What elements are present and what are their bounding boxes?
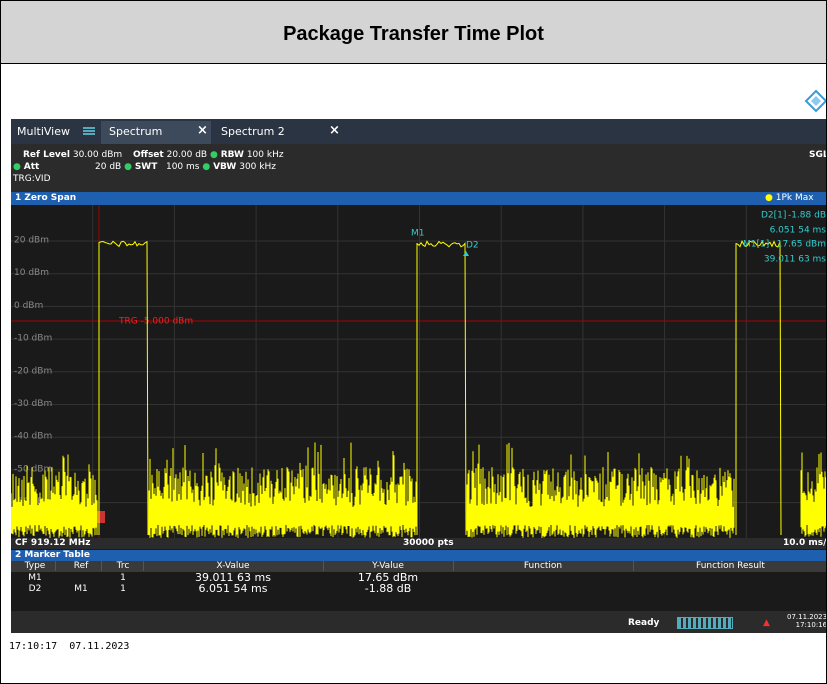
logo: [804, 89, 826, 113]
value: 30.00 dBm: [72, 150, 123, 160]
marker-readout: -1.88 dB: [788, 211, 826, 221]
column-header: Trc: [103, 561, 144, 571]
date: 07.11.2023: [787, 613, 827, 621]
points: 30000 pts: [403, 538, 454, 548]
marker-readout: 39.011 63 ms: [764, 255, 826, 265]
sweep-mode: SGL: [809, 150, 827, 160]
trigger-label: TRG -5.000 dBm: [118, 317, 193, 327]
value: 300 kHz: [239, 162, 276, 172]
window-name: 1 Zero Span: [15, 193, 77, 203]
status-datetime: 07.11.2023 17:10:16: [787, 613, 827, 629]
y-tick-label: 10 dBm: [14, 268, 49, 278]
document-title: Package Transfer Time Plot: [1, 1, 826, 64]
marker: [463, 251, 469, 256]
value: 100 ms: [165, 162, 200, 172]
value: 20 dB: [95, 162, 122, 172]
tab[interactable]: Spectrum: [109, 125, 163, 138]
trace: [11, 239, 826, 538]
column-header: Function: [453, 561, 634, 571]
close-icon[interactable]: ×: [329, 123, 340, 138]
marker-label: M1: [411, 229, 425, 239]
marker-label: D2: [466, 241, 479, 251]
header-row: [11, 561, 826, 572]
table-cell: 1: [120, 573, 126, 583]
column-header: Type: [15, 561, 56, 571]
tab[interactable]: Spectrum 2: [221, 125, 285, 138]
label: Offset: [133, 150, 164, 160]
status-bar: [11, 611, 826, 633]
table-cell: 1: [120, 584, 126, 594]
y-tick-label: -30 dBm: [14, 399, 52, 409]
table-cell: M1: [28, 573, 42, 583]
label: RBW: [220, 150, 244, 160]
marker-readout: M1[1]: [743, 240, 769, 250]
table-cell: 6.051 54 ms: [198, 582, 268, 595]
column-header: X-Value: [143, 561, 324, 571]
window-bar: [11, 192, 826, 205]
settings-panel: [11, 144, 826, 192]
column-header: Function Result: [633, 561, 826, 571]
span: 10.0 ms/: [783, 538, 827, 548]
tab[interactable]: MultiView: [17, 125, 70, 138]
warning-icon: ▲: [763, 618, 770, 628]
plot: 20 dBm 10 dBm 0 dBm -10 dBm -20 dBm -30 dBm -4…: [11, 205, 827, 538]
y-tick-label: -10 dBm: [14, 334, 52, 344]
table-title: 2 Marker Table: [15, 550, 90, 560]
y-tick-label: 0 dBm: [14, 301, 43, 311]
table-cell: D2: [28, 584, 42, 594]
y-tick-label: 20 dBm: [14, 236, 49, 246]
marker-readout: 6.051 54 ms: [770, 226, 827, 236]
label: Ref Level: [23, 150, 70, 160]
analyzer-screen: MultiView Spectrum × Spectrum 2 × Ref Le…: [11, 119, 827, 633]
trigger-setting: TRG:VID: [13, 174, 51, 184]
center-frequency: CF 919.12 MHz: [15, 538, 91, 548]
table-cell: 39.011 63 ms: [195, 571, 271, 584]
plot-footer: [11, 538, 826, 549]
y-tick-label: -50 dBm: [14, 464, 52, 474]
timestamp: 17:10:17 07.11.2023: [9, 641, 130, 652]
label: VBW: [213, 162, 237, 172]
marker-readout: D2[1]: [761, 211, 786, 221]
table-cell: -1.88 dB: [364, 582, 412, 595]
y-tick-label: -20 dBm: [14, 366, 52, 376]
time: 17:10:16: [795, 621, 827, 629]
status: Ready: [628, 618, 660, 628]
close-icon[interactable]: ×: [197, 123, 208, 138]
column-header: Y-Value: [323, 561, 454, 571]
value: 20.00 dB: [166, 150, 208, 160]
column-header: Ref: [61, 561, 102, 571]
marker-readout: 17.65 dBm: [777, 240, 826, 250]
progress: [677, 617, 733, 629]
trace-label: 1Pk Max: [775, 193, 814, 203]
icon: [83, 127, 95, 135]
active-tab[interactable]: [101, 121, 211, 144]
marker-table: Type Ref Trc X-Value Y-Value Function Function…: [11, 561, 826, 611]
label: Att: [23, 162, 40, 172]
table-cell: M1: [74, 584, 88, 594]
value: 100 kHz: [246, 150, 284, 160]
y-tick-label: -40 dBm: [14, 432, 52, 442]
table-cell: 17.65 dBm: [357, 571, 419, 584]
table-bar: [11, 550, 826, 561]
label: SWT: [134, 162, 158, 172]
